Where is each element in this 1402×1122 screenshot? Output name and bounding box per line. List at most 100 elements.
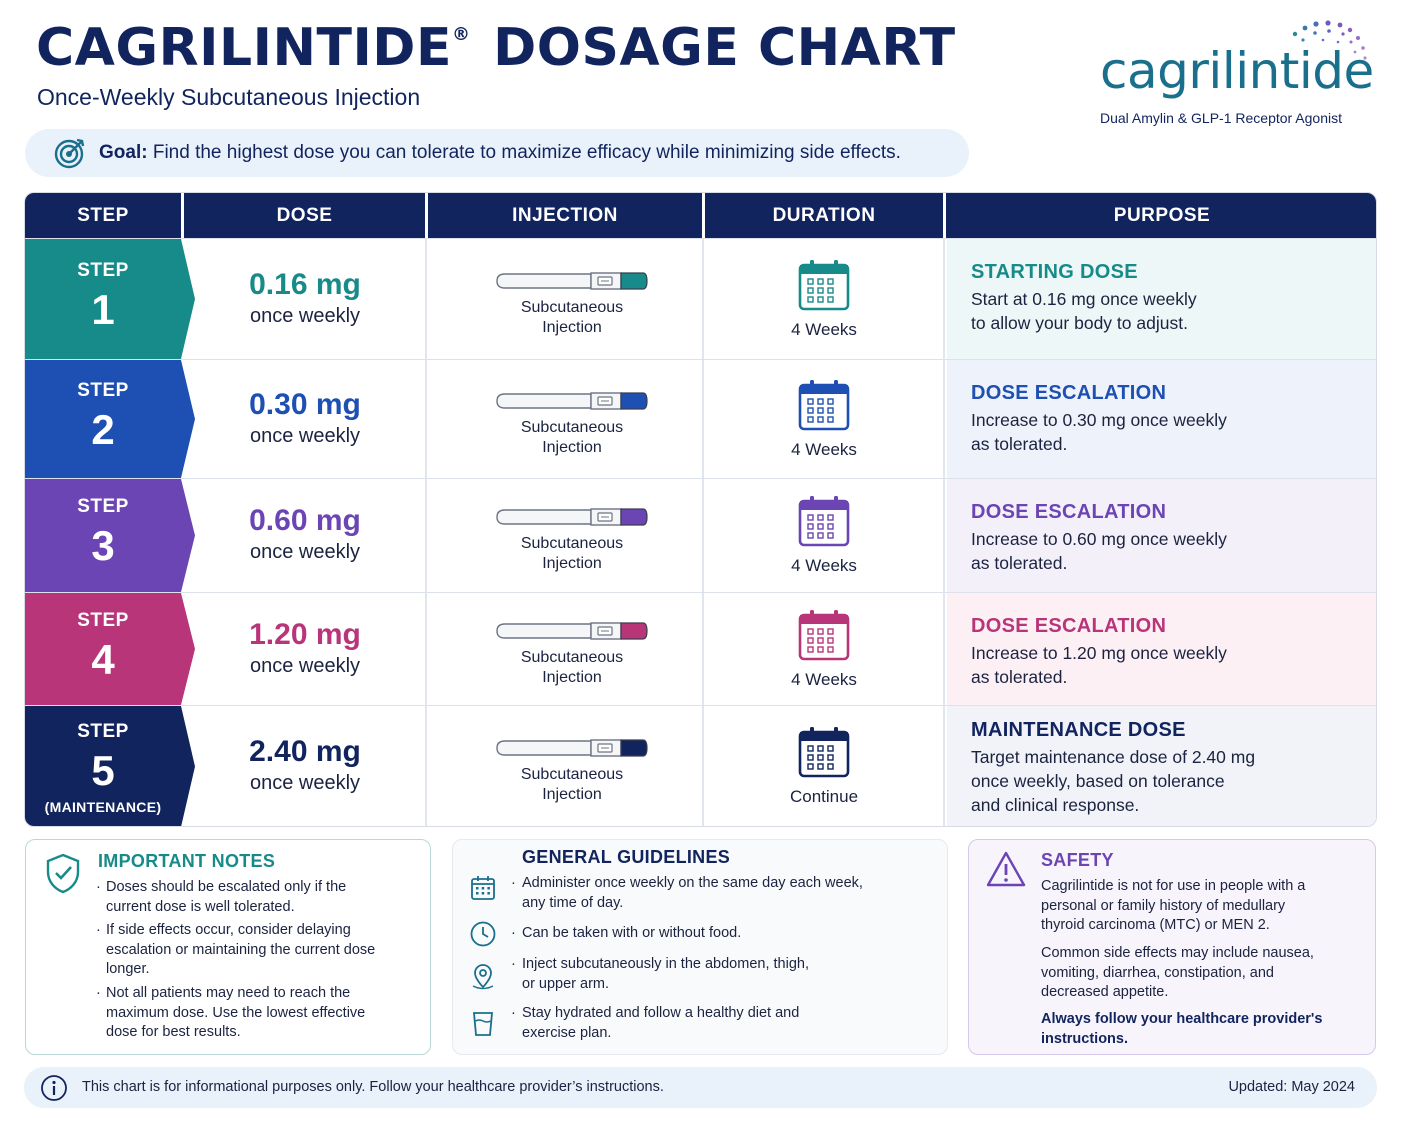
injection-line: Injection xyxy=(542,555,602,572)
safety-title: SAFETY xyxy=(1041,850,1114,870)
injection-line: Subcutaneous xyxy=(520,298,624,316)
injection-pen-icon xyxy=(496,739,648,757)
dosage-table: STEP DOSE INJECTION DURATION PURPOSE STE… xyxy=(24,192,1377,827)
dose-frequency: once weekly xyxy=(249,654,361,677)
purpose-line: as tolerated. xyxy=(971,553,1068,573)
purpose-cell xyxy=(947,593,1376,705)
purpose-title: MAINTENANCE DOSE xyxy=(971,719,1186,741)
purpose-title: DOSE ESCALATION xyxy=(971,501,1167,523)
bullet: · xyxy=(96,985,101,1001)
guideline-line: or upper arm. xyxy=(522,975,610,992)
purpose-title: DOSE ESCALATION xyxy=(971,382,1167,404)
safety-card: SAFETY Cagrilintide is not for use in pe… xyxy=(968,839,1376,1055)
goal-text: Goal: Find the highest dose you can tole… xyxy=(99,142,901,164)
purpose-description: Increase to 0.30 mg once weekly as tolera… xyxy=(971,408,1371,456)
step-badge-fill xyxy=(25,479,181,592)
important-notes-card: IMPORTANT NOTES · Doses should be escalat… xyxy=(25,839,431,1055)
calendar-icon xyxy=(798,379,850,430)
injection-line: Subcutaneous xyxy=(520,418,624,436)
note-line: If side effects occur, consider delaying xyxy=(106,922,351,938)
column-divider xyxy=(702,593,704,705)
purpose-cell xyxy=(947,239,1376,359)
step-number: 1 xyxy=(91,285,115,333)
bullet: · xyxy=(511,1005,516,1021)
injection-pen-icon xyxy=(496,271,648,290)
guideline-line: Administer once weekly on the same day e… xyxy=(522,875,863,891)
dose-frequency: once weekly xyxy=(249,772,361,794)
duration-label: 4 Weeks xyxy=(791,439,857,459)
table-row: STEP 1 0.16 mg once weekly Subcutaneous I… xyxy=(25,238,1376,359)
dose-value: 0.60 mg xyxy=(249,504,361,537)
step-number: 2 xyxy=(91,405,115,453)
step-label: STEP xyxy=(77,721,129,742)
general-guidelines-card: GENERAL GUIDELINES · Administer once week… xyxy=(452,839,948,1055)
page-subtitle: Once-Weekly Subcutaneous Injection xyxy=(37,84,421,110)
step-arrow-icon xyxy=(181,360,195,478)
calendar-icon xyxy=(798,496,850,547)
purpose-description: Increase to 1.20 mg once weekly as tolera… xyxy=(971,641,1371,689)
goal-banner: Goal: Find the highest dose you can tole… xyxy=(25,129,969,177)
bullet: · xyxy=(511,956,516,972)
step-arrow-icon xyxy=(181,239,195,359)
safety-line: vomiting, diarrhea, constipation, and xyxy=(1041,964,1274,981)
injection-pen-icon xyxy=(496,391,648,410)
purpose-description: Increase to 0.60 mg once weekly as tolera… xyxy=(971,527,1371,575)
note-line: escalation or maintaining the current do… xyxy=(106,941,376,958)
logo-tagline: Dual Amylin & GLP-1 Receptor Agonist xyxy=(1100,110,1343,126)
column-divider xyxy=(425,239,427,359)
step-badge: STEP 2 xyxy=(25,360,195,478)
step-badge-fill xyxy=(25,706,181,826)
purpose-cell xyxy=(947,706,1376,826)
dose-value: 0.16 mg xyxy=(249,267,361,301)
guideline-item: · Administer once weekly on the same day … xyxy=(511,874,941,913)
water-glass-icon xyxy=(473,1012,493,1036)
column-divider xyxy=(425,360,427,478)
guideline-item: · Stay hydrated and follow a healthy diet… xyxy=(511,1004,941,1043)
column-divider xyxy=(425,479,427,592)
step-badge: STEP 1 xyxy=(25,239,195,359)
purpose-title: STARTING DOSE xyxy=(971,261,1138,283)
injection-line: Injection xyxy=(542,668,602,686)
safety-line: Cagrilintide is not for use in people wi… xyxy=(1041,878,1306,894)
guideline-item: · Inject subcutaneously in the abdomen, t… xyxy=(511,955,941,994)
goal-label: Goal: xyxy=(99,142,148,163)
table-row: STEP 3 0.60 mg once weekly Subcutaneous I… xyxy=(25,478,1376,592)
target-icon xyxy=(54,138,85,169)
injection-label: Subcutaneous Injection xyxy=(497,418,647,458)
duration-label: Continue xyxy=(789,787,859,806)
registered-mark: ® xyxy=(451,24,471,45)
header-purpose: PURPOSE xyxy=(1113,205,1211,226)
safety-line: personal or family history of medullary xyxy=(1041,897,1286,914)
step-label: STEP xyxy=(77,259,129,281)
header-divider xyxy=(943,193,946,238)
header-duration: DURATION xyxy=(772,205,876,226)
info-icon xyxy=(41,1075,67,1101)
dose-value: 0.30 mg xyxy=(249,387,361,421)
step-badge: STEP 4 xyxy=(25,593,195,705)
safety-paragraph-3: Always follow your healthcare provider's… xyxy=(1041,1010,1371,1049)
purpose-description: Start at 0.16 mg once weekly to allow you… xyxy=(971,287,1371,335)
bullet: · xyxy=(511,925,516,941)
duration-label: 4 Weeks xyxy=(791,556,857,575)
footer-disclaimer: This chart is for informational purposes… xyxy=(82,1079,664,1095)
purpose-line: Start at 0.16 mg once weekly xyxy=(971,289,1197,309)
step-arrow-icon xyxy=(181,593,195,705)
note-line: maximum dose. Use the lowest effective xyxy=(106,1004,366,1021)
header-step: STEP xyxy=(77,205,129,226)
table-row: STEP 2 0.30 mg once weekly Subcutaneous I… xyxy=(25,359,1376,478)
calendar-icon xyxy=(798,259,850,310)
table-header: STEP DOSE INJECTION DURATION PURPOSE xyxy=(25,193,1376,238)
bullet: · xyxy=(96,922,101,938)
column-divider xyxy=(943,360,945,478)
calendar-icon xyxy=(798,727,850,778)
dose-value: 2.40 mg xyxy=(249,735,361,768)
step-label: STEP xyxy=(77,609,129,631)
purpose-description: Target maintenance dose of 2.40 mg once w… xyxy=(971,745,1371,817)
guideline-line: any time of day. xyxy=(522,894,624,911)
step-sublabel: (MAINTENANCE) xyxy=(44,799,162,815)
step-label: STEP xyxy=(77,379,129,401)
step-badge: STEP 5 (MAINTENANCE) xyxy=(25,706,195,826)
header-injection: INJECTION xyxy=(512,205,618,226)
safety-line: decreased appetite. xyxy=(1041,984,1169,1000)
injection-label: Subcutaneous Injection xyxy=(497,765,647,805)
